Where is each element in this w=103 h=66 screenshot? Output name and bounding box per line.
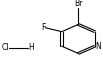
Text: N: N	[95, 42, 101, 51]
Text: H: H	[28, 43, 34, 52]
Text: Br: Br	[74, 0, 83, 8]
Text: Cl: Cl	[2, 43, 9, 52]
Text: F: F	[41, 23, 45, 32]
